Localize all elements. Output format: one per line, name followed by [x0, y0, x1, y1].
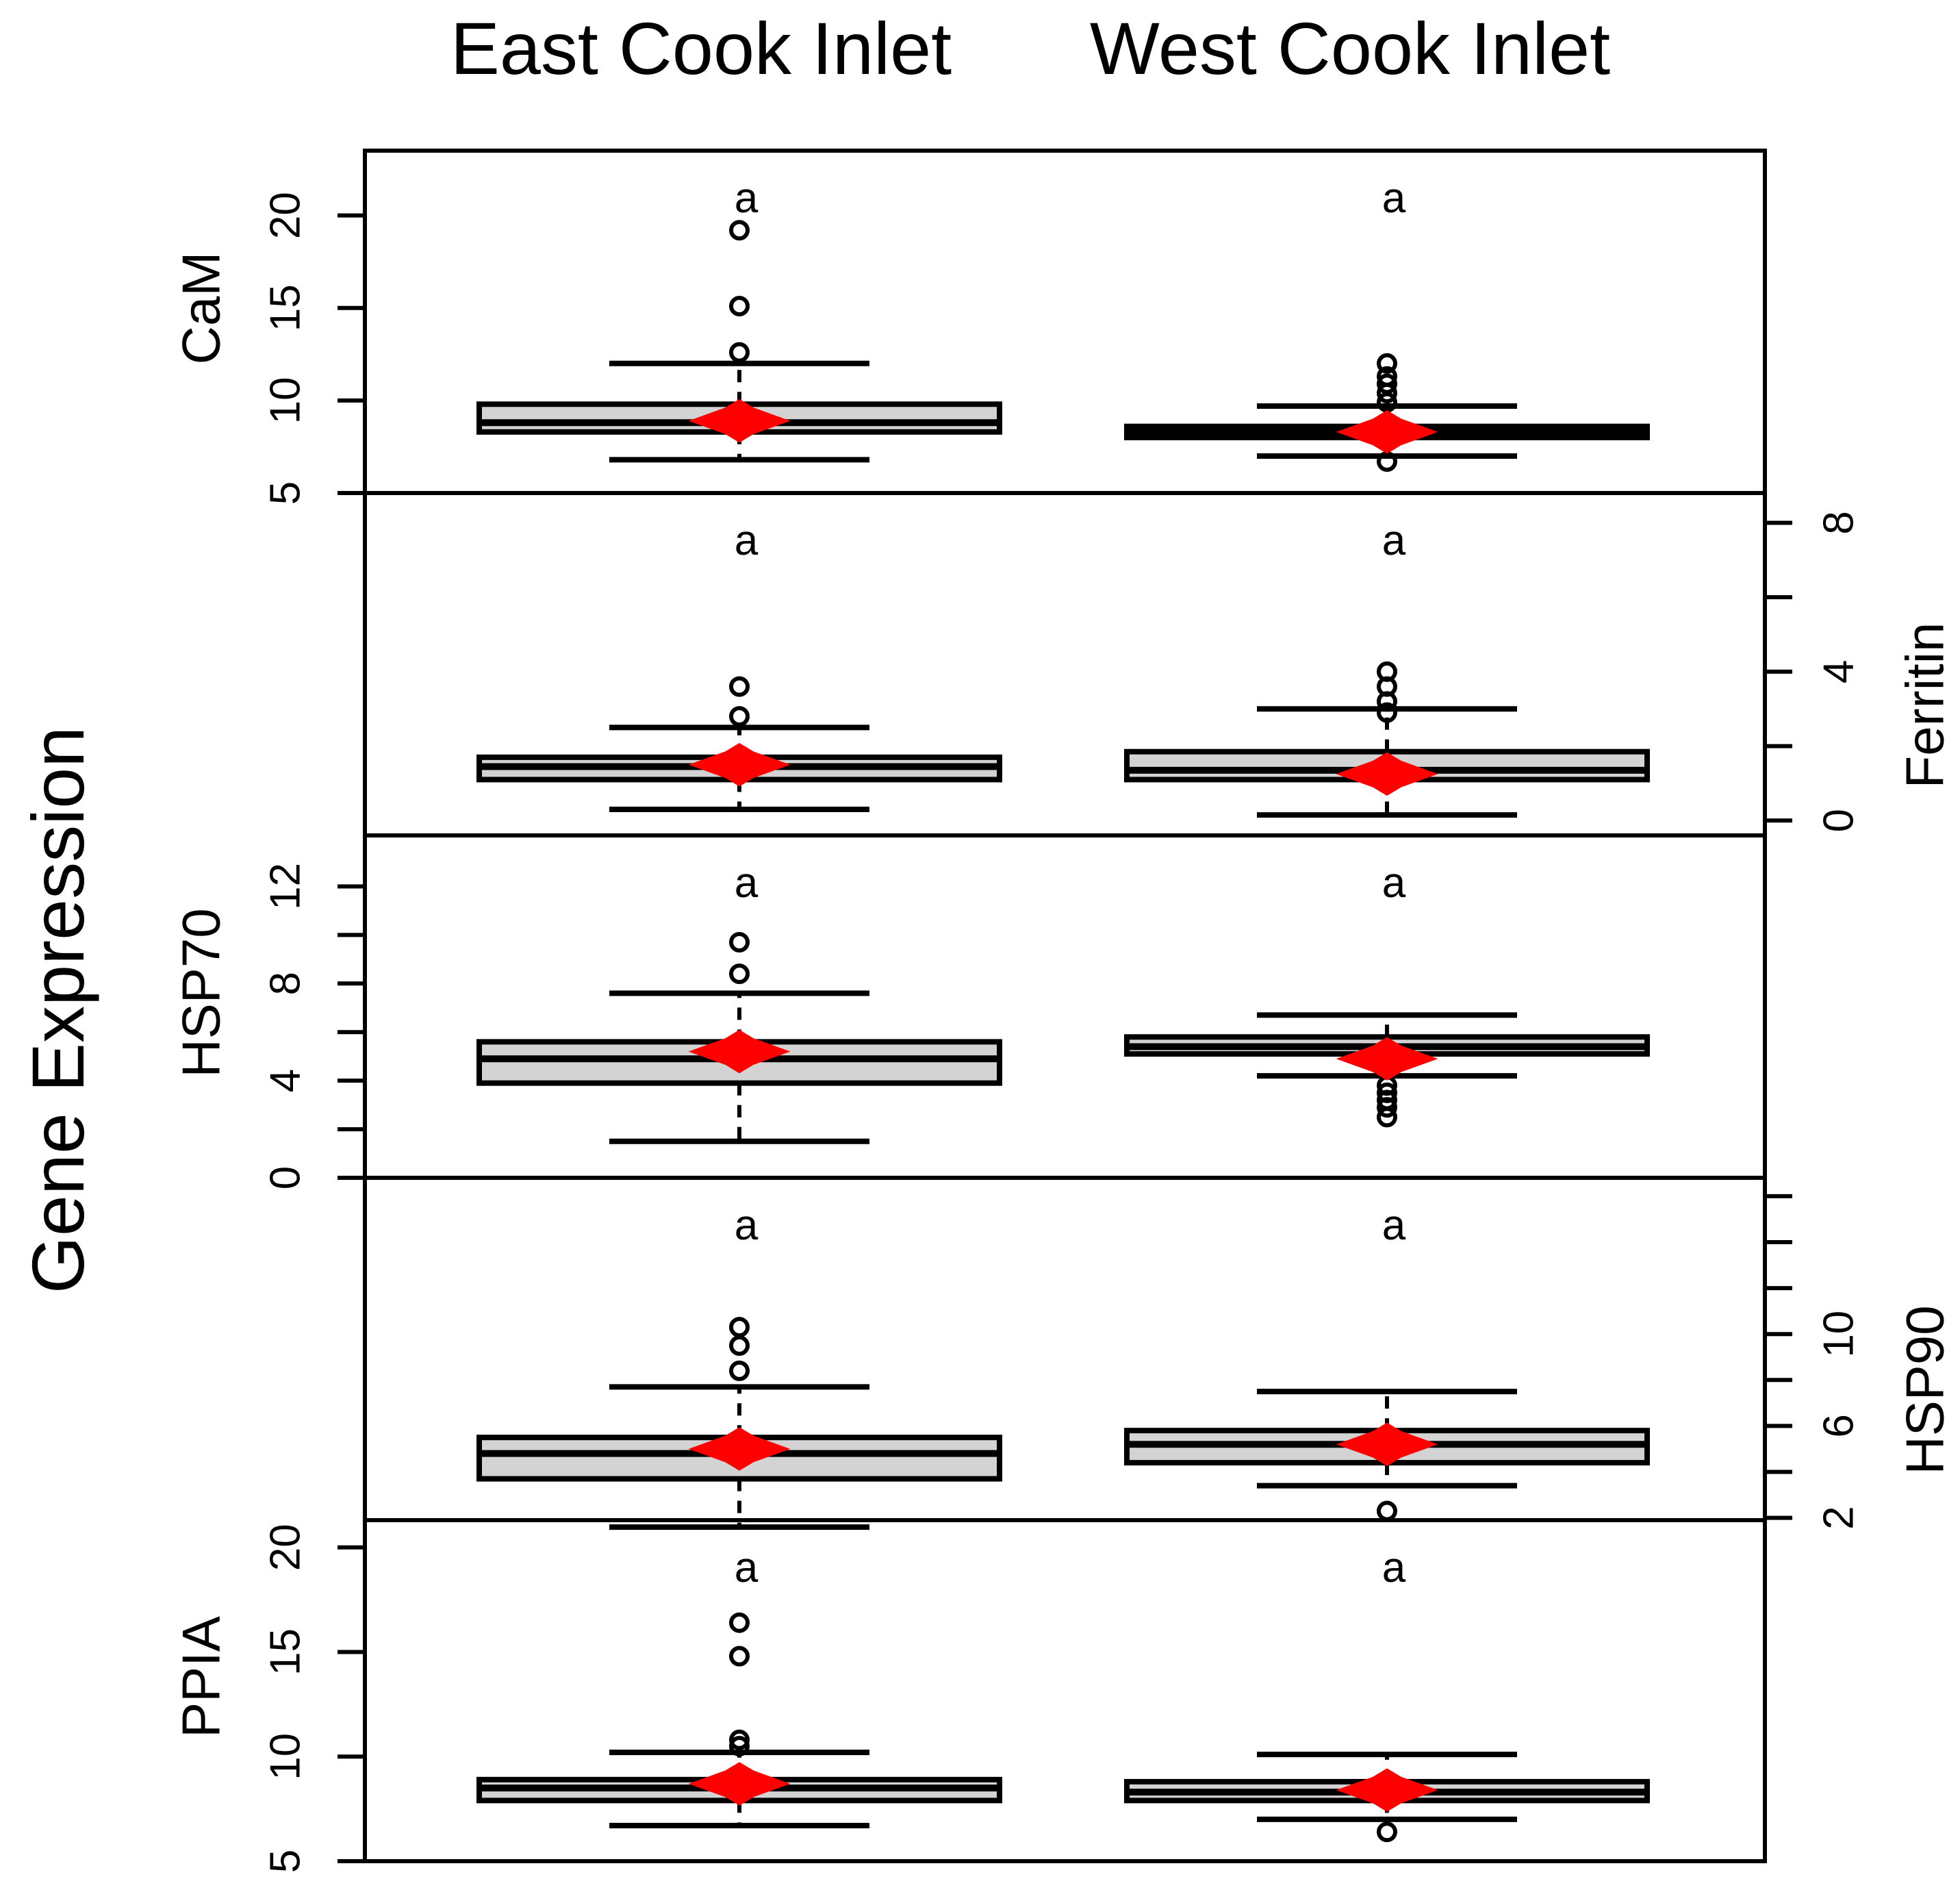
significance-letter: a — [1382, 175, 1406, 222]
mean-marker — [1336, 752, 1438, 796]
outlier-point — [729, 220, 750, 241]
panel-label-hsp70: HSP70 — [171, 908, 231, 1077]
mean-marker — [688, 1029, 791, 1074]
significance-letter: a — [735, 1544, 759, 1591]
y-tick-label: 20 — [262, 192, 309, 239]
y-tick-label: 5 — [262, 481, 309, 505]
outlier-point — [729, 963, 750, 985]
mean-marker — [1336, 1037, 1438, 1081]
outlier-point — [729, 932, 750, 953]
y-tick-label: 15 — [262, 284, 309, 331]
mean-marker — [688, 1427, 791, 1471]
y-tick-label: 15 — [262, 1628, 309, 1676]
significance-letter: a — [1382, 517, 1406, 564]
mean-marker — [688, 1762, 791, 1806]
outlier-point — [729, 1317, 750, 1338]
outlier-point — [729, 1612, 750, 1633]
outlier-point — [1377, 366, 1397, 387]
column-title-east: East Cook Inlet — [450, 7, 952, 90]
panels: 5 10 15 20 CaM a a 0 4 8 Ferritin a a 0 4 8 12 HSP70 a a 2 6 1… — [171, 149, 1955, 1873]
outlier-point — [729, 296, 750, 317]
outlier-point — [1377, 1082, 1397, 1103]
y-tick-label: 0 — [262, 1166, 309, 1189]
outlier-point — [729, 342, 750, 363]
mean-marker — [1336, 1422, 1438, 1467]
significance-letter: a — [735, 1202, 759, 1249]
boxplot-west: a — [1124, 517, 1650, 818]
significance-letter: a — [1382, 1544, 1406, 1591]
boxplot-east: a — [476, 1202, 1002, 1530]
panel-label-ferritin: Ferritin — [1895, 622, 1955, 789]
significance-letter: a — [735, 175, 759, 222]
outlier-point — [729, 1360, 750, 1381]
mean-marker — [1336, 1768, 1438, 1812]
boxplot-east: a — [476, 517, 1002, 812]
y-tick-label: 10 — [262, 1733, 309, 1780]
panel-hsp70: 0 4 8 12 HSP70 a a — [171, 859, 1650, 1189]
outlier-point — [729, 706, 750, 727]
y-tick-label: 10 — [262, 377, 309, 424]
significance-letter: a — [1382, 859, 1406, 907]
boxplot-west: a — [1124, 859, 1650, 1128]
outlier-point — [729, 676, 750, 697]
outlier-point — [1377, 373, 1397, 394]
significance-letter: a — [735, 517, 759, 564]
outlier-point — [1377, 353, 1397, 374]
y-tick-label: 8 — [1815, 511, 1862, 534]
significance-letter: a — [1382, 1202, 1406, 1249]
panel-label-cam: CaM — [171, 252, 231, 365]
mean-marker — [688, 399, 791, 443]
panel-label-ppia: PPIA — [171, 1616, 231, 1738]
outlier-point — [729, 1645, 750, 1667]
y-tick-label: 0 — [1815, 809, 1862, 832]
column-title-west: West Cook Inlet — [1090, 7, 1610, 90]
panel-label-hsp90: HSP90 — [1895, 1305, 1955, 1474]
y-tick-label: 2 — [1815, 1506, 1862, 1529]
boxplot-east: a — [476, 859, 1002, 1144]
y-axis-title: Gene Expression — [16, 727, 99, 1294]
outlier-point — [1377, 661, 1397, 682]
y-tick-label: 12 — [262, 863, 309, 910]
panel-ferritin: 0 4 8 Ferritin a a — [476, 511, 1955, 833]
outlier-point — [1377, 702, 1397, 723]
mean-marker — [688, 742, 791, 787]
outlier-point — [729, 1729, 750, 1750]
panel-ppia: 5 10 15 20 PPIA a a — [171, 1524, 1650, 1873]
y-tick-label: 10 — [1815, 1311, 1862, 1358]
panel-cam: 5 10 15 20 CaM a a — [171, 175, 1650, 505]
y-tick-label: 4 — [262, 1069, 309, 1092]
y-tick-label: 5 — [262, 1850, 309, 1873]
y-tick-label: 8 — [262, 972, 309, 995]
outlier-point — [729, 1735, 750, 1756]
significance-letter: a — [735, 859, 759, 907]
panel-hsp90: 2 6 10 HSP90 a a — [476, 1194, 1955, 1530]
y-tick-label: 4 — [1815, 660, 1862, 683]
boxplot-west: a — [1124, 175, 1650, 472]
y-tick-label: 20 — [262, 1524, 309, 1571]
boxplot-east: a — [476, 175, 1002, 463]
plot-frame — [363, 149, 1767, 1863]
outlier-point — [1377, 1821, 1397, 1843]
y-tick-label: 6 — [1815, 1414, 1862, 1437]
boxplot-west: a — [1124, 1544, 1650, 1843]
mean-marker — [1336, 410, 1438, 454]
boxplot-east: a — [476, 1544, 1002, 1829]
